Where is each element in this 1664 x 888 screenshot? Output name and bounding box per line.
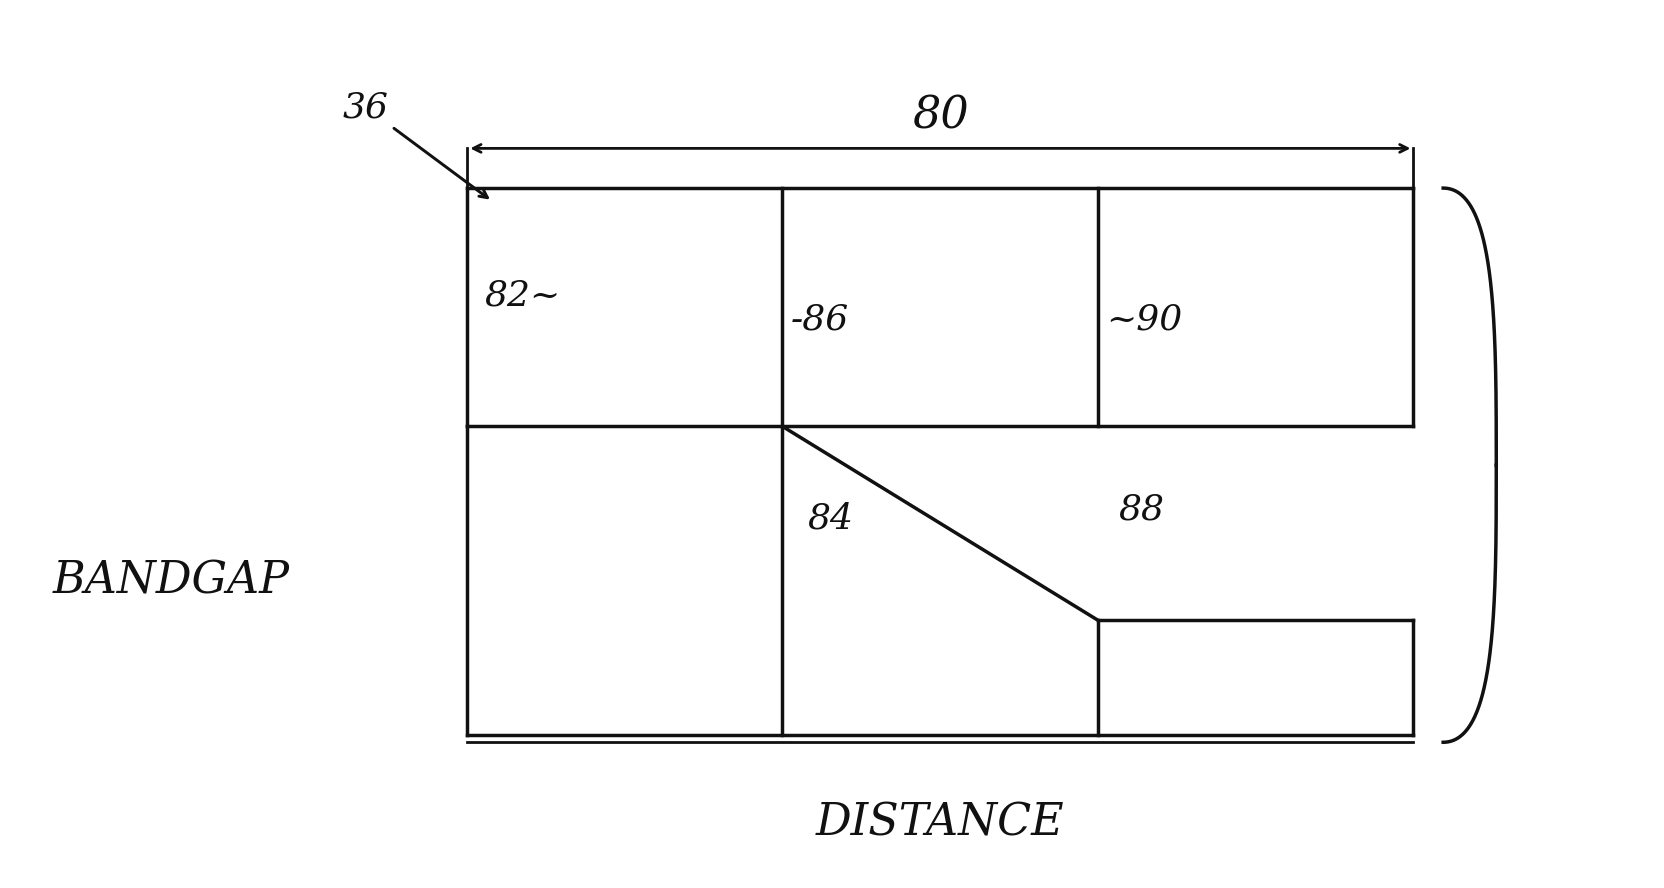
Text: ~90: ~90 (1107, 302, 1181, 337)
Text: DISTANCE: DISTANCE (815, 801, 1063, 844)
Text: 80: 80 (912, 95, 968, 138)
Text: 84: 84 (807, 502, 852, 535)
Text: 36: 36 (343, 91, 488, 198)
Text: 88: 88 (1118, 493, 1163, 527)
Text: -86: -86 (790, 302, 849, 337)
Text: BANDGAP: BANDGAP (53, 559, 290, 602)
Text: 82~: 82~ (484, 278, 559, 313)
